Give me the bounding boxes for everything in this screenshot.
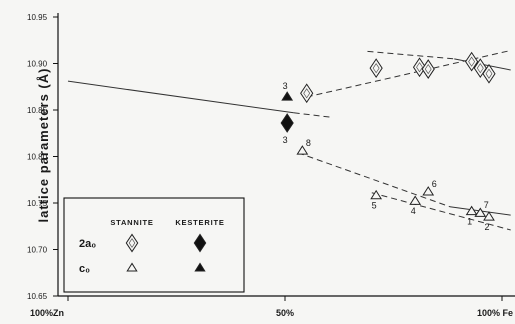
- stannite-c0-point: [409, 195, 422, 205]
- trend-line-solid: [67, 80, 294, 114]
- trend-line-dashed: [306, 49, 511, 98]
- stannite-2a0-point: [412, 57, 427, 78]
- kesterite-2a0-point: [280, 113, 294, 133]
- axes: [57, 13, 515, 297]
- y-tick-label: 10.90: [27, 60, 48, 69]
- legend-symbol-open-triangle: [126, 262, 138, 272]
- stannite-c0-point: [296, 145, 309, 155]
- point-label: 2: [484, 222, 489, 232]
- point-label: 8: [306, 138, 311, 148]
- legend-symbol-open-diamond: [125, 233, 139, 253]
- point-label: 3: [283, 135, 288, 145]
- x-tick-label: 100%Zn: [30, 308, 64, 318]
- x-tick-label: 100% Fe: [477, 308, 513, 318]
- stannite-c0-point: [465, 205, 478, 216]
- point-label: 5: [372, 201, 377, 211]
- point-label: 7: [484, 200, 489, 210]
- stannite-2a0-point: [421, 59, 435, 79]
- legend-header-stannite: STANNITE: [110, 218, 153, 227]
- legend: STANNITE KESTERITE 2a₀ c₀: [63, 197, 245, 293]
- legend-symbol-filled-diamond: [193, 233, 207, 253]
- x-ticks: 100%Zn 50% 100% Fe: [30, 296, 513, 318]
- point-label: 1: [467, 216, 472, 226]
- data-points: 8 5 4 6 1 7 2 3 3: [280, 51, 496, 232]
- legend-symbol-filled-triangle: [194, 262, 206, 272]
- stannite-c0-point: [474, 207, 487, 217]
- legend-row-2a0: 2a₀: [79, 238, 96, 250]
- trend-line-dashed: [371, 192, 511, 231]
- stannite-c0-point: [483, 211, 495, 221]
- kesterite-c0-point: [281, 91, 294, 101]
- open-diamond-inner: [468, 56, 476, 67]
- x-tick-label: 50%: [276, 308, 294, 318]
- stannite-c0-point: [422, 186, 435, 196]
- trend-line-dashed: [293, 112, 333, 118]
- y-tick-label: 10.75: [27, 199, 48, 208]
- stannite-c0-point: [370, 189, 383, 200]
- y-tick-label: 10.70: [27, 246, 48, 255]
- point-label: 4: [411, 206, 416, 216]
- stannite-2a0-point: [465, 51, 479, 72]
- legend-row-c0: c₀: [79, 263, 90, 275]
- legend-symbols: [125, 233, 207, 272]
- y-axis-label: lattice parameters (Å): [36, 68, 51, 223]
- stannite-2a0-point: [300, 83, 314, 104]
- trend-line-dashed: [297, 152, 451, 208]
- y-tick-label: 10.80: [27, 153, 48, 162]
- y-tick-label: 10.85: [27, 106, 48, 115]
- open-diamond-inner: [476, 63, 484, 74]
- open-diamond-inner: [424, 63, 432, 75]
- open-diamond-inner: [128, 238, 136, 248]
- open-diamond-inner: [372, 63, 380, 74]
- trend-line-dashed: [367, 50, 455, 60]
- open-diamond-inner: [485, 68, 493, 79]
- open-diamond-inner: [416, 62, 423, 73]
- legend-header-kesterite: KESTERITE: [175, 218, 224, 227]
- point-label: 6: [432, 179, 437, 189]
- legend-box: [63, 197, 245, 293]
- stannite-2a0-point: [369, 58, 383, 79]
- y-tick-label: 10.65: [27, 292, 48, 301]
- stannite-2a0-point: [482, 63, 496, 84]
- point-label: 3: [283, 81, 288, 91]
- y-ticks: 10.65 10.70 10.75 10.80 10.85 10.90 10.95: [27, 13, 58, 301]
- open-diamond-inner: [303, 88, 311, 99]
- y-tick-label: 10.95: [27, 13, 48, 22]
